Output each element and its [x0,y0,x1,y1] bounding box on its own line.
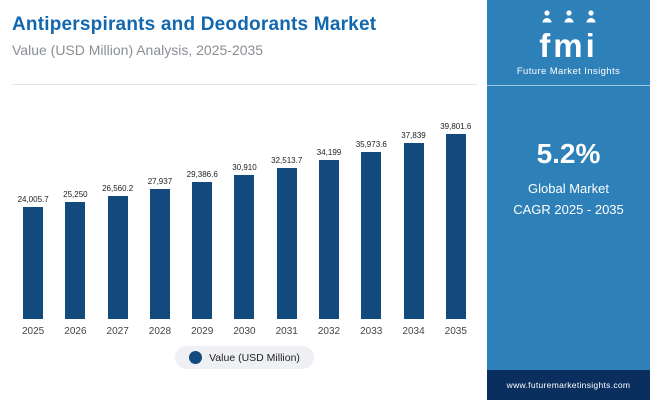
sidebar-spacer [487,220,650,370]
bar-value-label: 25,250 [63,189,88,199]
x-axis-label: 2033 [360,326,383,337]
bar-group: 30,910 2030 [223,89,265,337]
cagr-value: 5.2% [536,138,601,169]
bar-value-label: 26,560.2 [102,183,134,193]
bar-group: 26,560.2 2027 [97,89,139,338]
bar-group: 37,839 2034 [392,89,434,337]
bar-value-label: 37,839 [401,131,426,141]
bar-group: 32,513.7 2031 [266,89,308,337]
brand-sidebar: fmi Future Market Insights 5.2% Global M… [487,0,650,400]
bar-group: 25,250 2026 [54,89,96,337]
x-axis-label: 2025 [22,326,45,337]
bar-group: 39,801.6 2035 [435,89,477,337]
bar-chart: 24,005.7 2025 25,250 2026 26,560.2 2027 27,937… [12,84,477,337]
cagr-label-line1: Global Market [528,181,609,196]
bar [192,182,213,319]
x-axis-label: 2032 [317,326,341,337]
chart-panel: Antiperspirants and Deodorants Market Va… [0,0,487,400]
cagr-label-line2: CAGR 2025 - 2035 [513,201,624,217]
page-title: Antiperspirants and Deodorants Market [12,14,377,35]
x-axis-label: 2027 [106,326,129,337]
x-axis-label: 2028 [148,326,172,337]
legend: Value (USD Million) [175,346,314,369]
bar [361,151,382,319]
cagr-block: 5.2% Global Market CAGR 2025 - 2035 [487,138,650,220]
chart-area: 24,005.7 2025 25,250 2026 26,560.2 2027 27,937… [12,84,477,400]
legend-dot-icon [189,351,203,364]
bar-value-label: 29,386.6 [186,170,218,180]
bar-value-label: 32,513.7 [271,155,303,165]
bar [149,189,170,319]
website-link[interactable]: www.futuremarketinsights.com [506,380,631,390]
bar-group: 24,005.7 2025 [12,89,54,337]
bar-group: 29,386.6 2029 [181,89,223,337]
logo-people-icon [536,10,602,28]
fmi-logo: fmi Future Market Insights [487,0,650,86]
bar-group: 35,973.6 2033 [350,89,392,337]
bar [403,143,424,319]
bar [107,195,128,319]
bar-value-label: 27,937 [147,177,173,187]
header: Antiperspirants and Deodorants Market Va… [0,0,487,58]
x-axis-label: 2035 [444,326,467,337]
logo-letters: fmi [539,27,598,64]
bar-value-label: 39,801.6 [440,122,472,131]
bar-value-label: 30,910 [232,163,257,173]
bar [445,134,466,319]
x-axis-label: 2031 [275,326,298,337]
bar-value-label: 35,973.6 [355,139,387,149]
bar [276,167,297,319]
bar-value-label: 24,005.7 [17,195,49,205]
legend-row: Value (USD Million) [12,346,477,369]
sidebar-footer: www.futuremarketinsights.com [487,370,650,400]
bar-group: 27,937 2028 [139,89,181,337]
page-subtitle: Value (USD Million) Analysis, 2025-2035 [12,42,264,58]
x-axis-label: 2034 [402,326,425,337]
legend-label: Value (USD Million) [209,351,300,364]
x-axis-label: 2026 [64,326,87,337]
bar [23,207,44,319]
brand-name: Future Market Insights [516,66,621,77]
bar [234,175,255,319]
bar-group: 34,199 2032 [308,89,350,337]
bar [318,160,339,319]
x-axis-label: 2029 [191,326,214,337]
bar-value-label: 34,199 [316,148,342,157]
x-axis-label: 2030 [233,326,256,337]
bar [65,201,86,319]
